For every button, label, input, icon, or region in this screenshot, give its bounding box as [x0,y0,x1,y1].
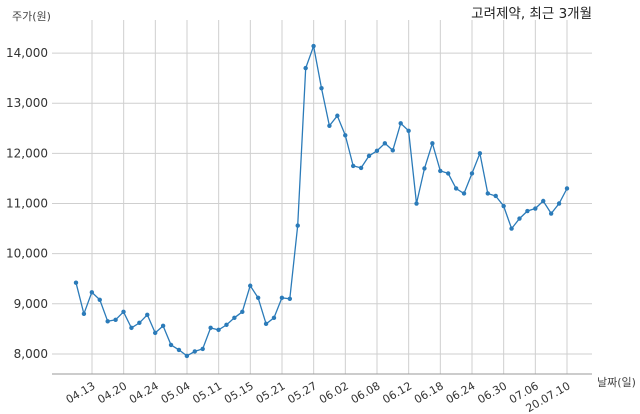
y-tick-label-0: 8,000 [14,347,48,361]
data-point-23 [255,295,261,300]
data-point-5 [113,317,118,323]
data-point-55 [509,226,514,231]
data-point-0 [73,280,79,285]
y-tick-label-4: 12,000 [6,146,48,160]
data-point-53 [493,193,498,199]
y-tick-label-3: 11,000 [6,197,48,211]
data-point-2 [89,290,95,295]
data-point-54 [501,203,506,209]
data-point-35 [350,163,356,169]
data-point-1 [81,311,87,317]
data-point-26 [279,295,285,300]
data-point-29 [303,65,308,71]
data-point-18 [216,327,221,333]
data-point-57 [525,208,530,214]
data-point-31 [319,85,324,91]
data-point-22 [248,283,253,288]
data-point-62 [564,186,570,191]
x-axis-ticks: 04.1304.2004.2405.0405.1105.1505.2105.27… [64,379,573,414]
data-point-48 [453,186,459,191]
data-point-44 [422,166,427,171]
data-point-21 [240,309,245,315]
x-tick-label-10: 06.12 [380,379,414,406]
x-tick-label-6: 05.21 [254,379,288,406]
x-tick-label-9: 06.08 [349,379,383,406]
data-point-12 [168,342,174,348]
data-point-11 [160,323,166,329]
data-point-6 [121,309,126,315]
data-point-50 [469,171,475,176]
data-point-41 [398,121,403,126]
data-point-43 [414,201,419,206]
x-tick-label-12: 06.24 [444,379,478,406]
data-point-36 [358,165,364,171]
data-point-7 [129,325,134,331]
data-point-60 [548,211,554,216]
series-layer [73,43,570,359]
x-tick-label-1: 04.20 [95,379,129,406]
y-axis-label: 주가(원) [12,10,51,23]
data-point-59 [541,198,546,204]
data-point-28 [295,223,300,228]
data-point-32 [327,123,332,128]
data-point-24 [263,321,269,327]
data-point-49 [461,191,467,196]
x-tick-label-11: 06.18 [412,379,446,406]
y-tick-label-6: 14,000 [6,46,48,60]
data-point-51 [477,151,483,156]
data-point-61 [556,201,562,206]
data-point-39 [382,141,388,146]
data-point-37 [366,153,372,159]
data-point-34 [343,133,348,138]
data-point-27 [287,296,293,301]
data-point-20 [232,315,237,321]
data-point-9 [145,312,150,318]
data-point-16 [200,346,205,352]
x-tick-label-4: 05.11 [190,379,224,406]
chart-title: 고려제약, 최근 3개월 [471,6,592,22]
x-tick-label-0: 04.13 [64,379,98,406]
data-point-33 [335,113,340,118]
data-point-3 [97,297,102,302]
data-point-30 [311,43,316,49]
data-point-13 [176,347,182,353]
x-tick-label-7: 05.27 [285,379,319,406]
data-point-25 [271,315,277,321]
grid [52,20,592,375]
data-point-47 [446,171,451,176]
data-point-58 [533,206,538,211]
data-point-40 [390,148,395,153]
data-point-38 [374,148,380,154]
y-tick-label-5: 13,000 [6,96,48,110]
data-point-42 [406,128,411,133]
data-point-52 [485,191,491,196]
x-tick-label-8: 06.02 [317,379,351,406]
x-tick-label-2: 04.24 [127,379,161,406]
data-point-14 [184,353,190,359]
data-point-8 [137,320,142,326]
y-tick-label-1: 9,000 [14,297,48,311]
data-point-56 [517,216,522,221]
price-line [75,43,568,357]
x-tick-label-3: 05.04 [159,379,193,406]
y-tick-label-2: 10,000 [6,247,48,261]
x-tick-label-13: 06.30 [475,379,509,406]
data-point-19 [224,322,229,328]
data-point-45 [430,141,435,146]
data-point-10 [152,330,158,336]
y-axis-ticks: 8,000 9,000 10,000 11,000 12,000 13,000 14,000 [6,46,48,361]
data-point-46 [438,168,443,174]
x-tick-label-5: 05.15 [222,379,256,406]
data-point-15 [192,349,197,354]
x-axis-label: 날짜(일) [597,375,636,389]
data-point-17 [208,325,213,331]
data-point-4 [105,319,110,324]
